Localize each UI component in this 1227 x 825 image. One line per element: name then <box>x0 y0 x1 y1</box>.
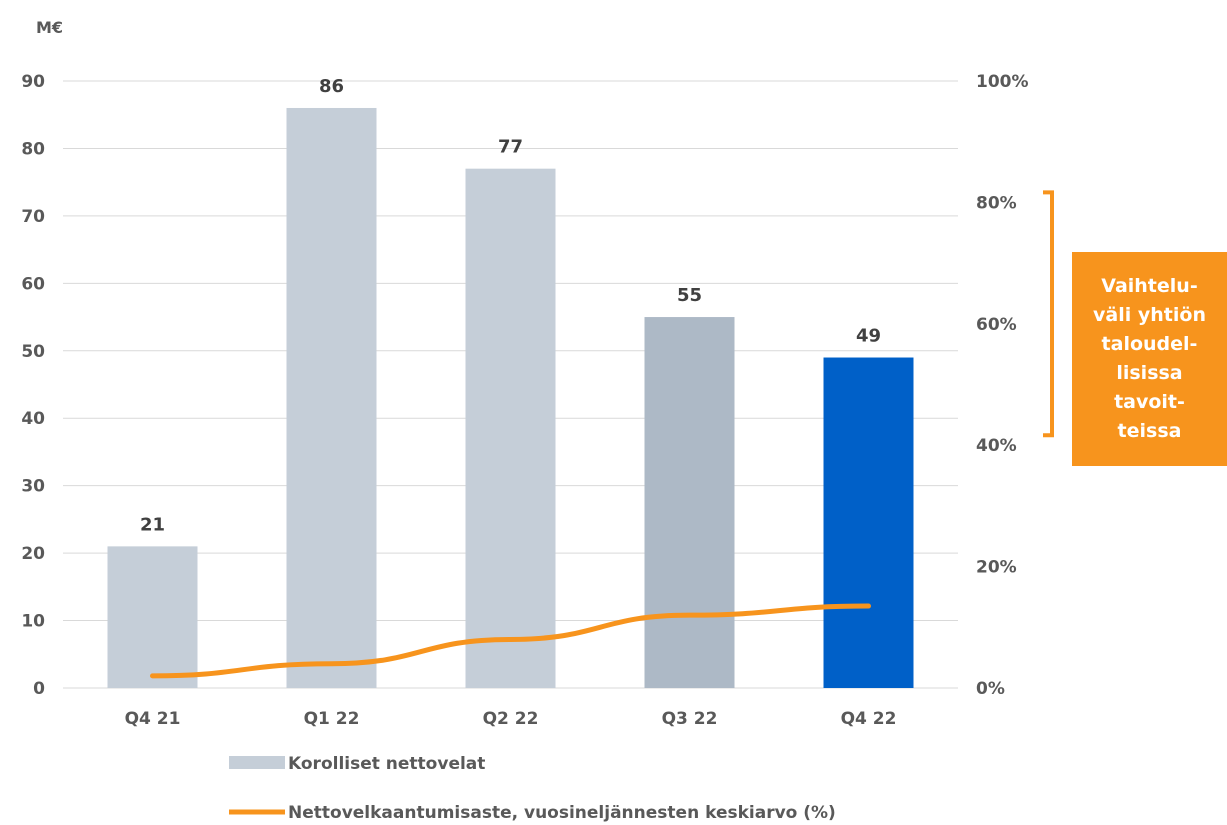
right-tick-label: 100% <box>976 72 1029 92</box>
x-tick-label: Q4 21 <box>125 709 181 729</box>
right-tick-label: 80% <box>976 193 1017 213</box>
left-tick-label: 0 <box>33 679 45 699</box>
bar <box>107 546 198 688</box>
left-tick-label: 70 <box>21 207 45 227</box>
left-tick-label: 40 <box>21 409 45 429</box>
range-label-line: tavoit- <box>1114 391 1185 413</box>
range-label-line: lisissa <box>1116 362 1183 384</box>
range-label-line: väli yhtiön <box>1093 304 1206 326</box>
x-tick-label: Q4 22 <box>841 709 897 729</box>
left-tick-label: 60 <box>21 274 45 294</box>
left-axis-ticks: 0 10 20 30 40 50 60 70 80 90 <box>21 72 45 699</box>
legend-bar-label: Korolliset nettovelat <box>288 754 485 774</box>
left-tick-label: 30 <box>21 477 45 497</box>
legend: Korolliset nettovelat Nettovelkaantumisa… <box>229 754 836 823</box>
line-series <box>150 603 871 679</box>
right-tick-label: 40% <box>976 436 1017 456</box>
left-tick-label: 20 <box>21 544 45 564</box>
target-range-label: Vaihtelu-väli yhtiön taloudel-lisissa tavo… <box>1072 252 1227 466</box>
bracket-line <box>1043 190 1054 438</box>
range-label-line: taloudel- <box>1101 333 1198 355</box>
x-axis-ticks: Q4 21 Q1 22 Q2 22 Q3 22 Q4 22 <box>125 709 897 729</box>
left-tick-label: 10 <box>21 612 45 632</box>
x-tick-label: Q1 22 <box>304 709 360 729</box>
right-axis-ticks: 0% 20% 40% 60% 80% 100% <box>976 72 1029 699</box>
bar-data-label: 77 <box>498 137 523 158</box>
legend-bar-swatch <box>229 756 285 769</box>
left-tick-label: 80 <box>21 139 45 159</box>
target-range-bracket <box>1043 190 1054 438</box>
right-tick-label: 0% <box>976 679 1005 699</box>
bar-data-label: 21 <box>140 514 165 535</box>
line-path <box>150 603 871 679</box>
bar <box>465 168 556 688</box>
x-tick-label: Q3 22 <box>662 709 718 729</box>
right-tick-label: 20% <box>976 558 1017 578</box>
bar-data-labels: 21 86 77 55 49 <box>140 76 881 535</box>
left-tick-label: 50 <box>21 342 45 362</box>
bar <box>286 107 377 688</box>
bar <box>823 357 914 688</box>
bar-data-label: 49 <box>856 326 881 347</box>
left-axis-unit: M€ <box>36 18 63 37</box>
range-label-line: teissa <box>1117 420 1182 442</box>
bar-data-label: 86 <box>319 76 344 97</box>
bar-series <box>107 107 914 688</box>
bar-data-label: 55 <box>677 285 702 306</box>
x-tick-label: Q2 22 <box>483 709 539 729</box>
range-label-line: Vaihtelu- <box>1101 275 1198 297</box>
legend-line-label: Nettovelkaantumisaste, vuosineljännesten… <box>288 803 836 823</box>
left-tick-label: 90 <box>21 72 45 92</box>
bar <box>644 317 735 688</box>
right-tick-label: 60% <box>976 315 1017 335</box>
